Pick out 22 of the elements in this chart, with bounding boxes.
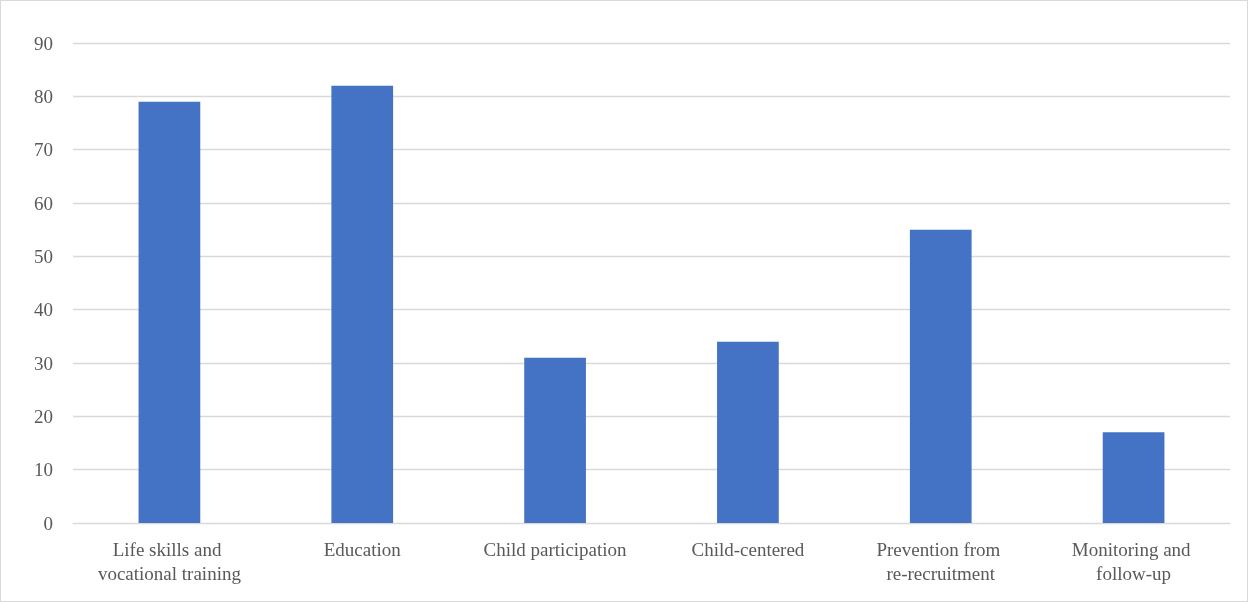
y-tick-label: 90 <box>34 32 53 54</box>
y-tick-label: 30 <box>34 352 53 374</box>
y-tick-label: 60 <box>34 192 53 214</box>
x-tick-label: Child-centered <box>691 538 805 560</box>
bar <box>717 341 779 523</box>
bar <box>1102 432 1165 523</box>
bar <box>331 85 394 523</box>
x-tick-label: Prevention from re-recruitment <box>876 538 1006 584</box>
y-tick-label: 70 <box>34 139 53 161</box>
y-tick-label: 20 <box>34 405 53 427</box>
x-tick-label: Education <box>323 538 402 560</box>
y-tick-label: 10 <box>34 459 53 481</box>
bar <box>909 229 972 523</box>
bar <box>524 357 586 523</box>
bar <box>138 101 201 523</box>
x-tick-label: Monitoring and follow-up <box>1071 538 1196 584</box>
y-tick-label: 40 <box>34 299 53 321</box>
x-tick-label: Child participation <box>483 538 628 560</box>
y-tick-label: 80 <box>34 85 53 107</box>
y-tick-label: 0 <box>43 512 53 534</box>
y-tick-label: 50 <box>34 245 53 267</box>
x-tick-label: Life skills and vocational training <box>97 538 242 584</box>
